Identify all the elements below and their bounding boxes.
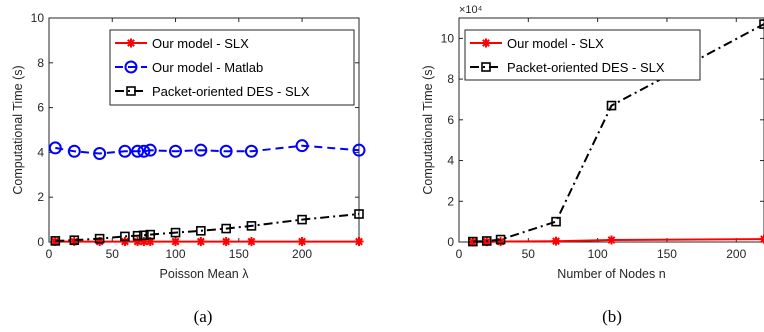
data-point bbox=[139, 237, 149, 247]
data-point bbox=[297, 214, 307, 225]
x-tick-label: 150 bbox=[229, 247, 249, 261]
data-point bbox=[606, 100, 617, 111]
legend-entry: Our model - Matlab bbox=[152, 60, 263, 75]
legend-box bbox=[109, 29, 355, 106]
y-axis-label: Computational Time (s) bbox=[11, 65, 25, 194]
data-point bbox=[143, 143, 157, 157]
data-point bbox=[196, 237, 206, 247]
y-tick-label: 0 bbox=[37, 235, 44, 249]
y-tick-label: 6 bbox=[447, 113, 454, 127]
data-point bbox=[495, 234, 506, 245]
y-tick-label: 4 bbox=[447, 154, 454, 168]
data-point bbox=[759, 19, 764, 29]
legend-entry: Our model - SLX bbox=[507, 36, 604, 51]
data-point bbox=[219, 144, 233, 158]
data-point bbox=[194, 143, 208, 157]
x-axis-label: Number of Nodes n bbox=[557, 267, 665, 281]
legend-entry: Packet-oriented DES - SLX bbox=[152, 84, 310, 99]
data-point bbox=[145, 237, 155, 247]
figure-caption: (a) bbox=[194, 307, 213, 326]
x-axis-label: Poisson Mean λ bbox=[160, 267, 250, 281]
data-point bbox=[221, 223, 231, 234]
data-point bbox=[468, 236, 478, 247]
y-tick-label: 2 bbox=[447, 194, 454, 208]
legend-entry: Our model - SLX bbox=[152, 36, 249, 51]
x-tick-label: 150 bbox=[657, 247, 677, 261]
data-point bbox=[481, 236, 492, 246]
y-axis-label: Computational Time (s) bbox=[421, 65, 435, 194]
data-point bbox=[93, 147, 107, 161]
data-point bbox=[354, 209, 364, 219]
data-point bbox=[468, 237, 478, 247]
data-point bbox=[124, 60, 138, 74]
data-point bbox=[244, 144, 258, 158]
x-tick-label: 100 bbox=[166, 247, 186, 261]
y-tick-label: 10 bbox=[31, 11, 45, 25]
data-point bbox=[551, 236, 561, 246]
x-tick-label: 0 bbox=[46, 247, 53, 261]
data-point bbox=[481, 38, 491, 48]
data-point bbox=[126, 38, 136, 48]
data-point bbox=[196, 226, 206, 236]
legend-box bbox=[464, 29, 701, 81]
data-point bbox=[126, 86, 136, 96]
y-tick-label: 8 bbox=[447, 72, 454, 86]
data-point bbox=[67, 144, 81, 158]
data-point bbox=[145, 229, 156, 240]
x-tick-label: 50 bbox=[522, 247, 536, 261]
y-tick-label: 8 bbox=[37, 56, 44, 70]
data-point bbox=[132, 230, 143, 241]
axis-multiplier: ×10⁴ bbox=[459, 4, 483, 16]
data-point bbox=[607, 235, 616, 245]
data-point bbox=[246, 237, 256, 247]
x-tick-label: 100 bbox=[588, 247, 608, 261]
data-point bbox=[120, 231, 130, 242]
data-point bbox=[354, 237, 364, 247]
data-point bbox=[137, 144, 151, 158]
legend-entry: Packet-oriented DES - SLX bbox=[507, 60, 665, 75]
data-point bbox=[120, 237, 130, 247]
data-point bbox=[69, 235, 80, 246]
x-tick-label: 200 bbox=[726, 247, 746, 261]
chart-panel-b: 0 50 100 150 200 0 2 4 6 8 10 Number of Nodes n Comp… bbox=[421, 4, 764, 326]
y-tick-label: 0 bbox=[447, 235, 454, 249]
x-tick-label: 0 bbox=[456, 247, 463, 261]
data-point bbox=[170, 227, 181, 238]
series-line bbox=[55, 213, 360, 242]
data-point bbox=[481, 62, 491, 72]
data-point bbox=[50, 236, 61, 246]
y-tick-label: 10 bbox=[441, 31, 455, 45]
data-point bbox=[94, 233, 105, 244]
data-point bbox=[352, 143, 366, 157]
data-point bbox=[48, 141, 62, 155]
y-tick-label: 2 bbox=[37, 190, 44, 204]
data-point bbox=[551, 216, 561, 227]
data-point bbox=[295, 139, 309, 153]
y-tick-label: 6 bbox=[37, 101, 44, 115]
data-point bbox=[246, 221, 257, 231]
chart-panel-a: 0 50 100 150 200 0 2 4 6 8 10 Poisson Mean λ Computa… bbox=[11, 11, 366, 326]
data-point bbox=[171, 237, 181, 247]
data-point bbox=[118, 144, 132, 158]
x-tick-label: 50 bbox=[106, 247, 120, 261]
y-tick-label: 4 bbox=[37, 145, 44, 159]
data-point bbox=[496, 237, 506, 247]
figure-caption: (b) bbox=[602, 307, 622, 326]
data-point bbox=[169, 144, 183, 158]
x-tick-label: 200 bbox=[292, 247, 312, 261]
data-point bbox=[221, 237, 231, 247]
data-point bbox=[139, 230, 149, 241]
data-point bbox=[133, 237, 143, 247]
data-point bbox=[297, 237, 307, 247]
data-point bbox=[95, 237, 105, 247]
data-point bbox=[131, 144, 145, 158]
data-point bbox=[69, 237, 79, 247]
